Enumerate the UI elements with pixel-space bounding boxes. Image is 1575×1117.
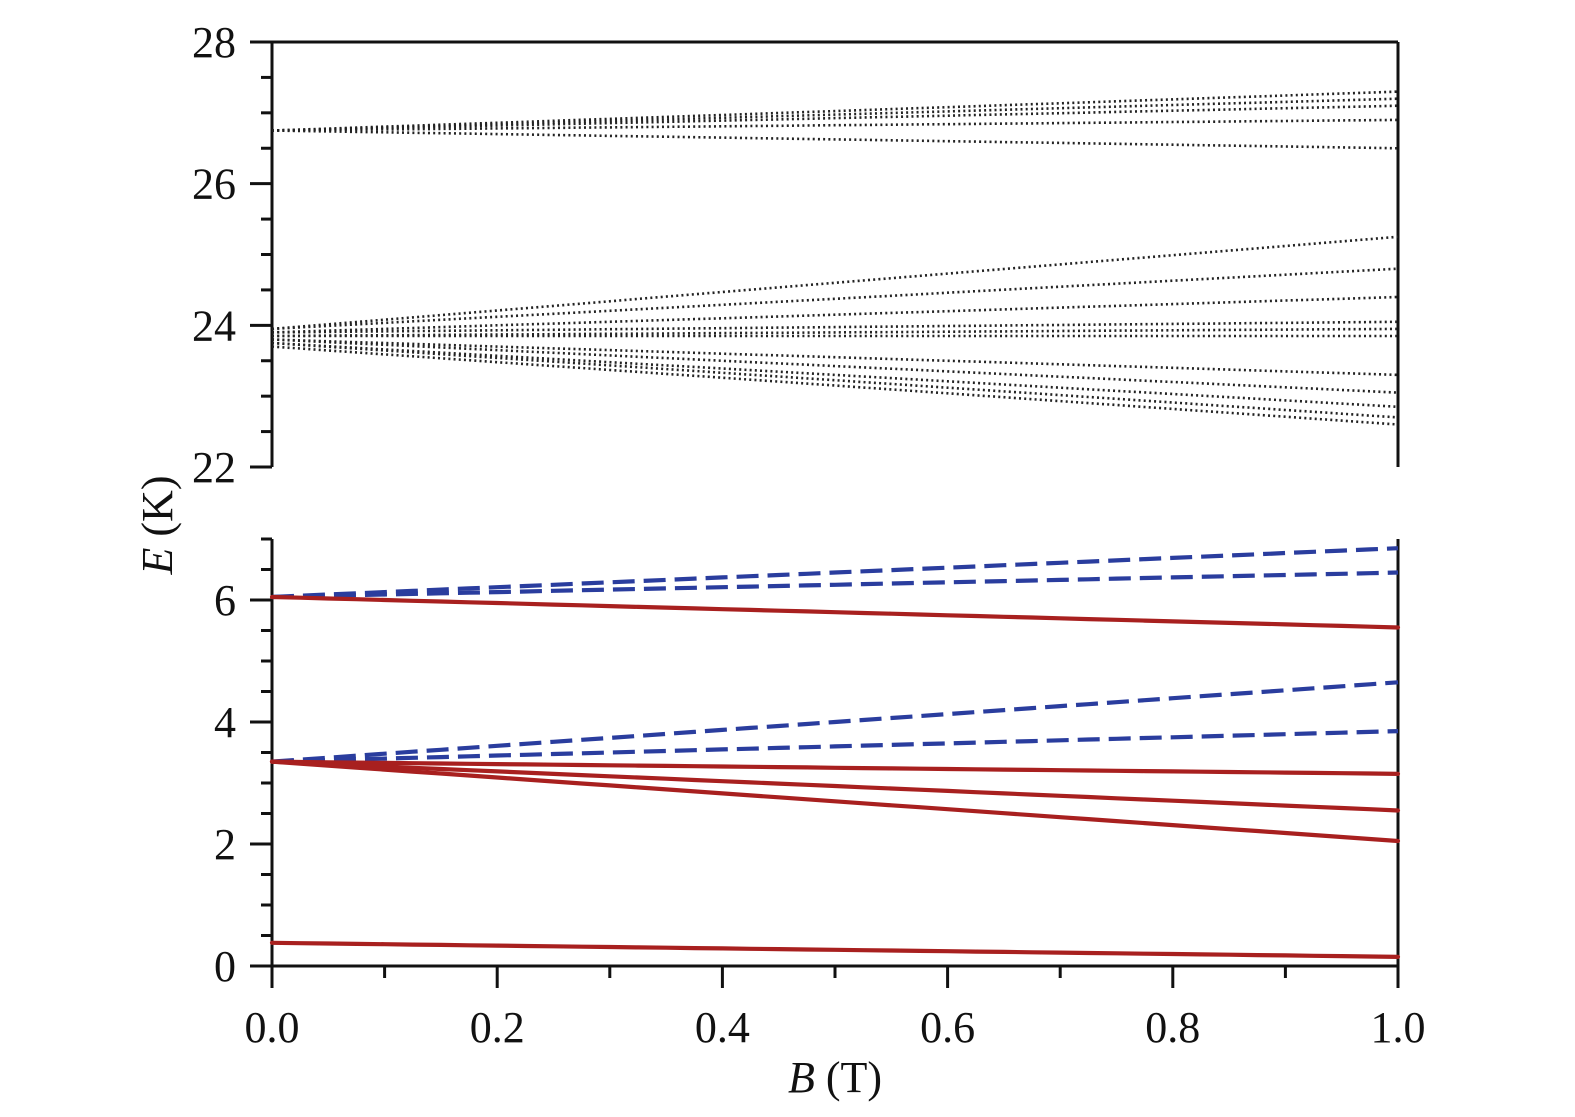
top-y-tick-label: 28 [192,18,236,67]
bottom-series-dashed-line [271,680,1399,764]
top-series-dotted-line [271,129,1399,150]
top-y-tick-label: 26 [192,160,236,209]
top-series-dotted-line [271,104,1399,132]
x-axis-ticks: 0.0 0.2 0.4 0.6 0.8 1.0 [245,966,1426,1052]
top-panel: 22 24 26 28 [192,18,1400,492]
y-axis-label: E (K) [133,476,182,576]
top-series-dotted-line [271,345,1399,426]
top-series-dotted-line [271,320,1399,334]
x-tick-label: 1.0 [1371,1003,1426,1052]
x-axis-label: B (T) [788,1053,882,1102]
bottom-y-tick-label: 4 [214,698,236,747]
bottom-y-tick-label: 0 [214,942,236,991]
top-series-dotted-line [271,295,1399,334]
top-y-tick-label: 24 [192,301,236,350]
top-y-tick-label: 22 [192,443,236,492]
top-series-dotted-line [271,341,1399,409]
bottom-series-dashed-line [271,729,1399,764]
x-tick-label: 0.4 [695,1003,750,1052]
bottom-series-solid-line [269,759,1401,813]
bottom-series-solid-line [269,759,1401,844]
x-tick-label: 0.0 [245,1003,300,1052]
top-series-dotted-line [271,338,1399,394]
top-series-dotted-line [271,341,1399,419]
top-series-dotted-line [271,235,1399,331]
x-tick-label: 0.6 [920,1003,975,1052]
top-series-dotted-line [271,118,1399,132]
bottom-series-dashed-line [271,546,1399,600]
bottom-panel: 0 2 4 6 [214,537,1401,991]
bottom-series-solid-line [269,594,1401,630]
x-tick-label: 0.8 [1145,1003,1200,1052]
top-series-dotted-line [271,338,1399,377]
bottom-y-tick-label: 2 [214,820,236,869]
top-series-dotted-line [271,267,1399,331]
bottom-y-tick-label: 6 [214,576,236,625]
bottom-series-solid-line [269,940,1401,959]
bottom-series-dashed-line [271,570,1399,600]
bottom-series-solid-line [269,759,1401,776]
x-tick-label: 0.2 [470,1003,525,1052]
